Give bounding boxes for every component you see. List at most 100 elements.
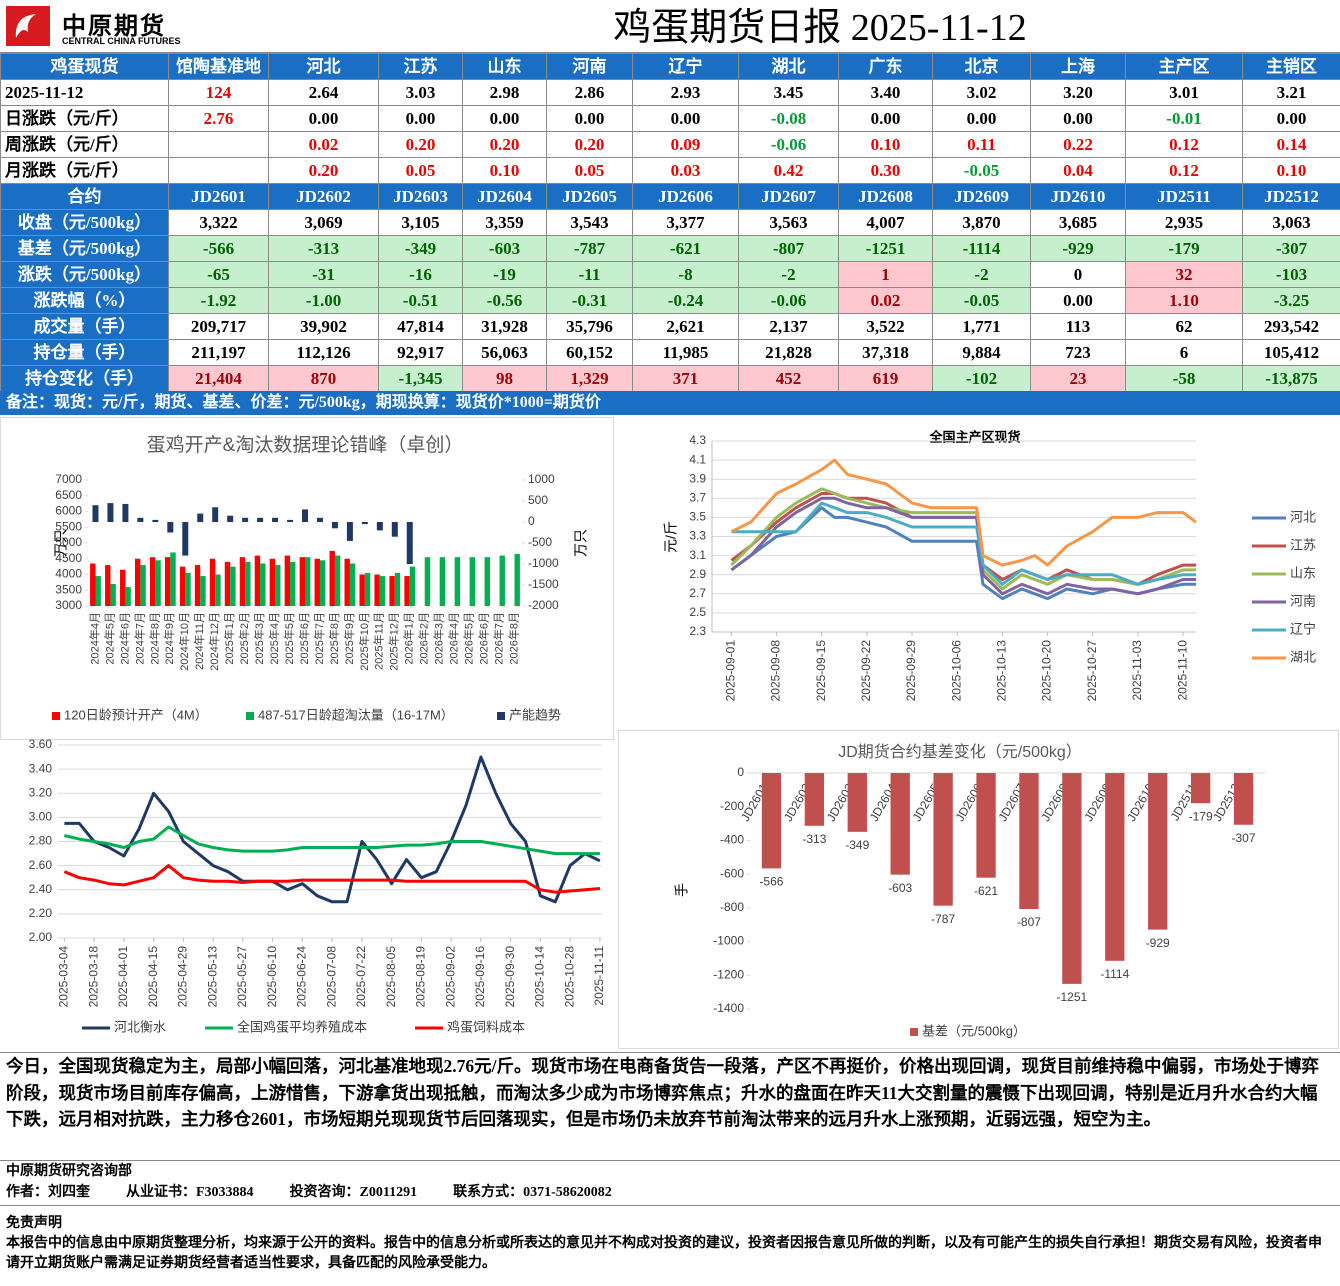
- table-cell: -929: [1030, 235, 1126, 262]
- table-cell: 广东: [838, 53, 933, 80]
- y-tick-label: 3000: [55, 598, 82, 612]
- table-cell: 211,197: [168, 339, 269, 366]
- x-tick-label: 2025-09-29: [904, 640, 918, 702]
- table-cell: 31,928: [462, 313, 547, 340]
- series-line: [64, 755, 601, 904]
- table-cell: 0.00: [632, 105, 739, 132]
- y-tick-label: 3.3: [689, 529, 706, 543]
- y-tick-label: 1000: [528, 472, 555, 486]
- table-cell: 主产区: [1125, 53, 1243, 80]
- bar: [331, 522, 338, 529]
- table-cell: -0.08: [738, 105, 839, 132]
- y-tick-label: -1200: [713, 967, 744, 981]
- table-cell: JD2605: [546, 183, 633, 210]
- x-tick-label: 2025-06-24: [295, 946, 309, 1008]
- bar: [404, 576, 410, 606]
- x-tick-label: 2025年2月: [237, 612, 251, 665]
- x-tick-label: 2024年12月: [207, 612, 221, 671]
- table-cell: -349: [378, 235, 463, 262]
- x-tick-label: 2025-09-30: [503, 946, 517, 1008]
- series-line: [730, 458, 1197, 567]
- table-cell: 3,522: [838, 313, 933, 340]
- table-cell: 0.12: [1125, 157, 1243, 184]
- table-cell: 1.10: [1125, 287, 1243, 314]
- table-cell: 3,870: [932, 209, 1031, 236]
- x-tick-label: 2025-10-13: [995, 640, 1009, 702]
- bar: [1190, 773, 1211, 804]
- table-cell: -307: [1242, 235, 1340, 262]
- data-label: -603: [888, 881, 912, 895]
- bar: [514, 554, 520, 606]
- bar: [212, 507, 219, 522]
- bar: [120, 569, 126, 606]
- bar: [1148, 773, 1168, 930]
- table-cell: 6: [1125, 339, 1243, 366]
- x-tick-label: 2025-08-05: [384, 946, 398, 1008]
- table-cell: 371: [632, 365, 739, 392]
- footer: 中原期货研究咨询部 作者：刘四奎 从业证书：F3033884 投资咨询：Z00112…: [0, 1160, 1340, 1206]
- table-cell: 0.20: [546, 131, 633, 158]
- series-line: [730, 506, 1196, 601]
- table-cell: 3.21: [1242, 79, 1340, 106]
- table-cell: 2.64: [268, 79, 379, 106]
- y-tick-label: 3.40: [29, 761, 53, 775]
- data-label: -313: [802, 832, 826, 846]
- table-cell: JD2511: [1125, 183, 1243, 210]
- x-tick-label: 2025-09-02: [443, 946, 457, 1008]
- table-cell: 37,318: [838, 339, 933, 366]
- x-tick-label: 2025-06-10: [265, 946, 279, 1008]
- bar: [260, 563, 266, 606]
- x-tick-label: 2025年5月: [282, 612, 296, 665]
- bar: [379, 576, 386, 606]
- table-cell: 113: [1030, 313, 1126, 340]
- y-tick-label: 6000: [55, 504, 82, 518]
- bar: [454, 557, 461, 606]
- bar: [134, 558, 141, 606]
- y-tick-label: 6500: [55, 488, 82, 502]
- table-cell: -31: [268, 261, 379, 288]
- bar: [194, 565, 201, 606]
- bar: [305, 557, 311, 606]
- x-tick-label: 2026年3月: [432, 612, 446, 665]
- x-tick-label: 2024年4月: [87, 612, 101, 665]
- legend-label: 基差（元/500kg）: [922, 1023, 1026, 1038]
- table-cell: 日涨跌（元/斤）: [0, 105, 169, 132]
- series-line: [63, 864, 601, 894]
- legend-label: 全国鸡蛋平均养殖成本: [237, 1019, 367, 1034]
- bar: [329, 550, 335, 606]
- bar: [200, 576, 206, 606]
- legend-label: 120日龄预计开产（4M）: [64, 707, 208, 722]
- table-cell: -0.01: [1125, 105, 1243, 132]
- y-axis-label: 元/斤: [663, 521, 679, 553]
- x-tick-label: 2025-08-19: [414, 946, 428, 1008]
- table-cell: 1,771: [932, 313, 1031, 340]
- bar: [167, 522, 174, 533]
- table-cell: 2,137: [738, 313, 839, 340]
- table-cell: 293,542: [1242, 313, 1340, 340]
- x-tick-label: 2025-09-01: [724, 640, 738, 702]
- table-cell: -11: [546, 261, 633, 288]
- bar: [933, 773, 953, 906]
- bar: [224, 561, 231, 606]
- chart-title: 蛋鸡开产&淘汰数据理论错峰（卓创）: [147, 434, 464, 456]
- bar: [182, 522, 189, 556]
- table-cell: -0.56: [462, 287, 547, 314]
- y-tick-label: -1000: [713, 934, 744, 948]
- chart-title: JD期货合约基差变化（元/500kg）: [838, 743, 1082, 761]
- table-row: 2025-11-12 124 2.64 3.03 2.98 2.86 2.93 3.45 3.4…: [0, 79, 1340, 106]
- table-cell: 0.42: [738, 157, 839, 184]
- bar: [361, 522, 368, 525]
- legend-label: 山东: [1290, 565, 1316, 580]
- table-cell: 452: [738, 365, 839, 392]
- disclaimer-text: 本报告中的信息由中原期货整理分析，均来源于公开的资料。报告中的信息分析或所表达的…: [6, 1236, 1322, 1271]
- table-cell: 98: [462, 365, 547, 392]
- table-cell: -1.00: [268, 287, 379, 314]
- bar: [1062, 773, 1082, 984]
- bar: [499, 555, 505, 606]
- bar: [469, 557, 476, 606]
- table-row: 持仓变化（手） 21,404 870 -1,345 98 1,329 371 452 619 -1…: [0, 365, 1340, 392]
- legend-label: 河南: [1290, 593, 1316, 608]
- logo-text: 中原期货: [62, 12, 166, 40]
- table-cell: JD2609: [932, 183, 1031, 210]
